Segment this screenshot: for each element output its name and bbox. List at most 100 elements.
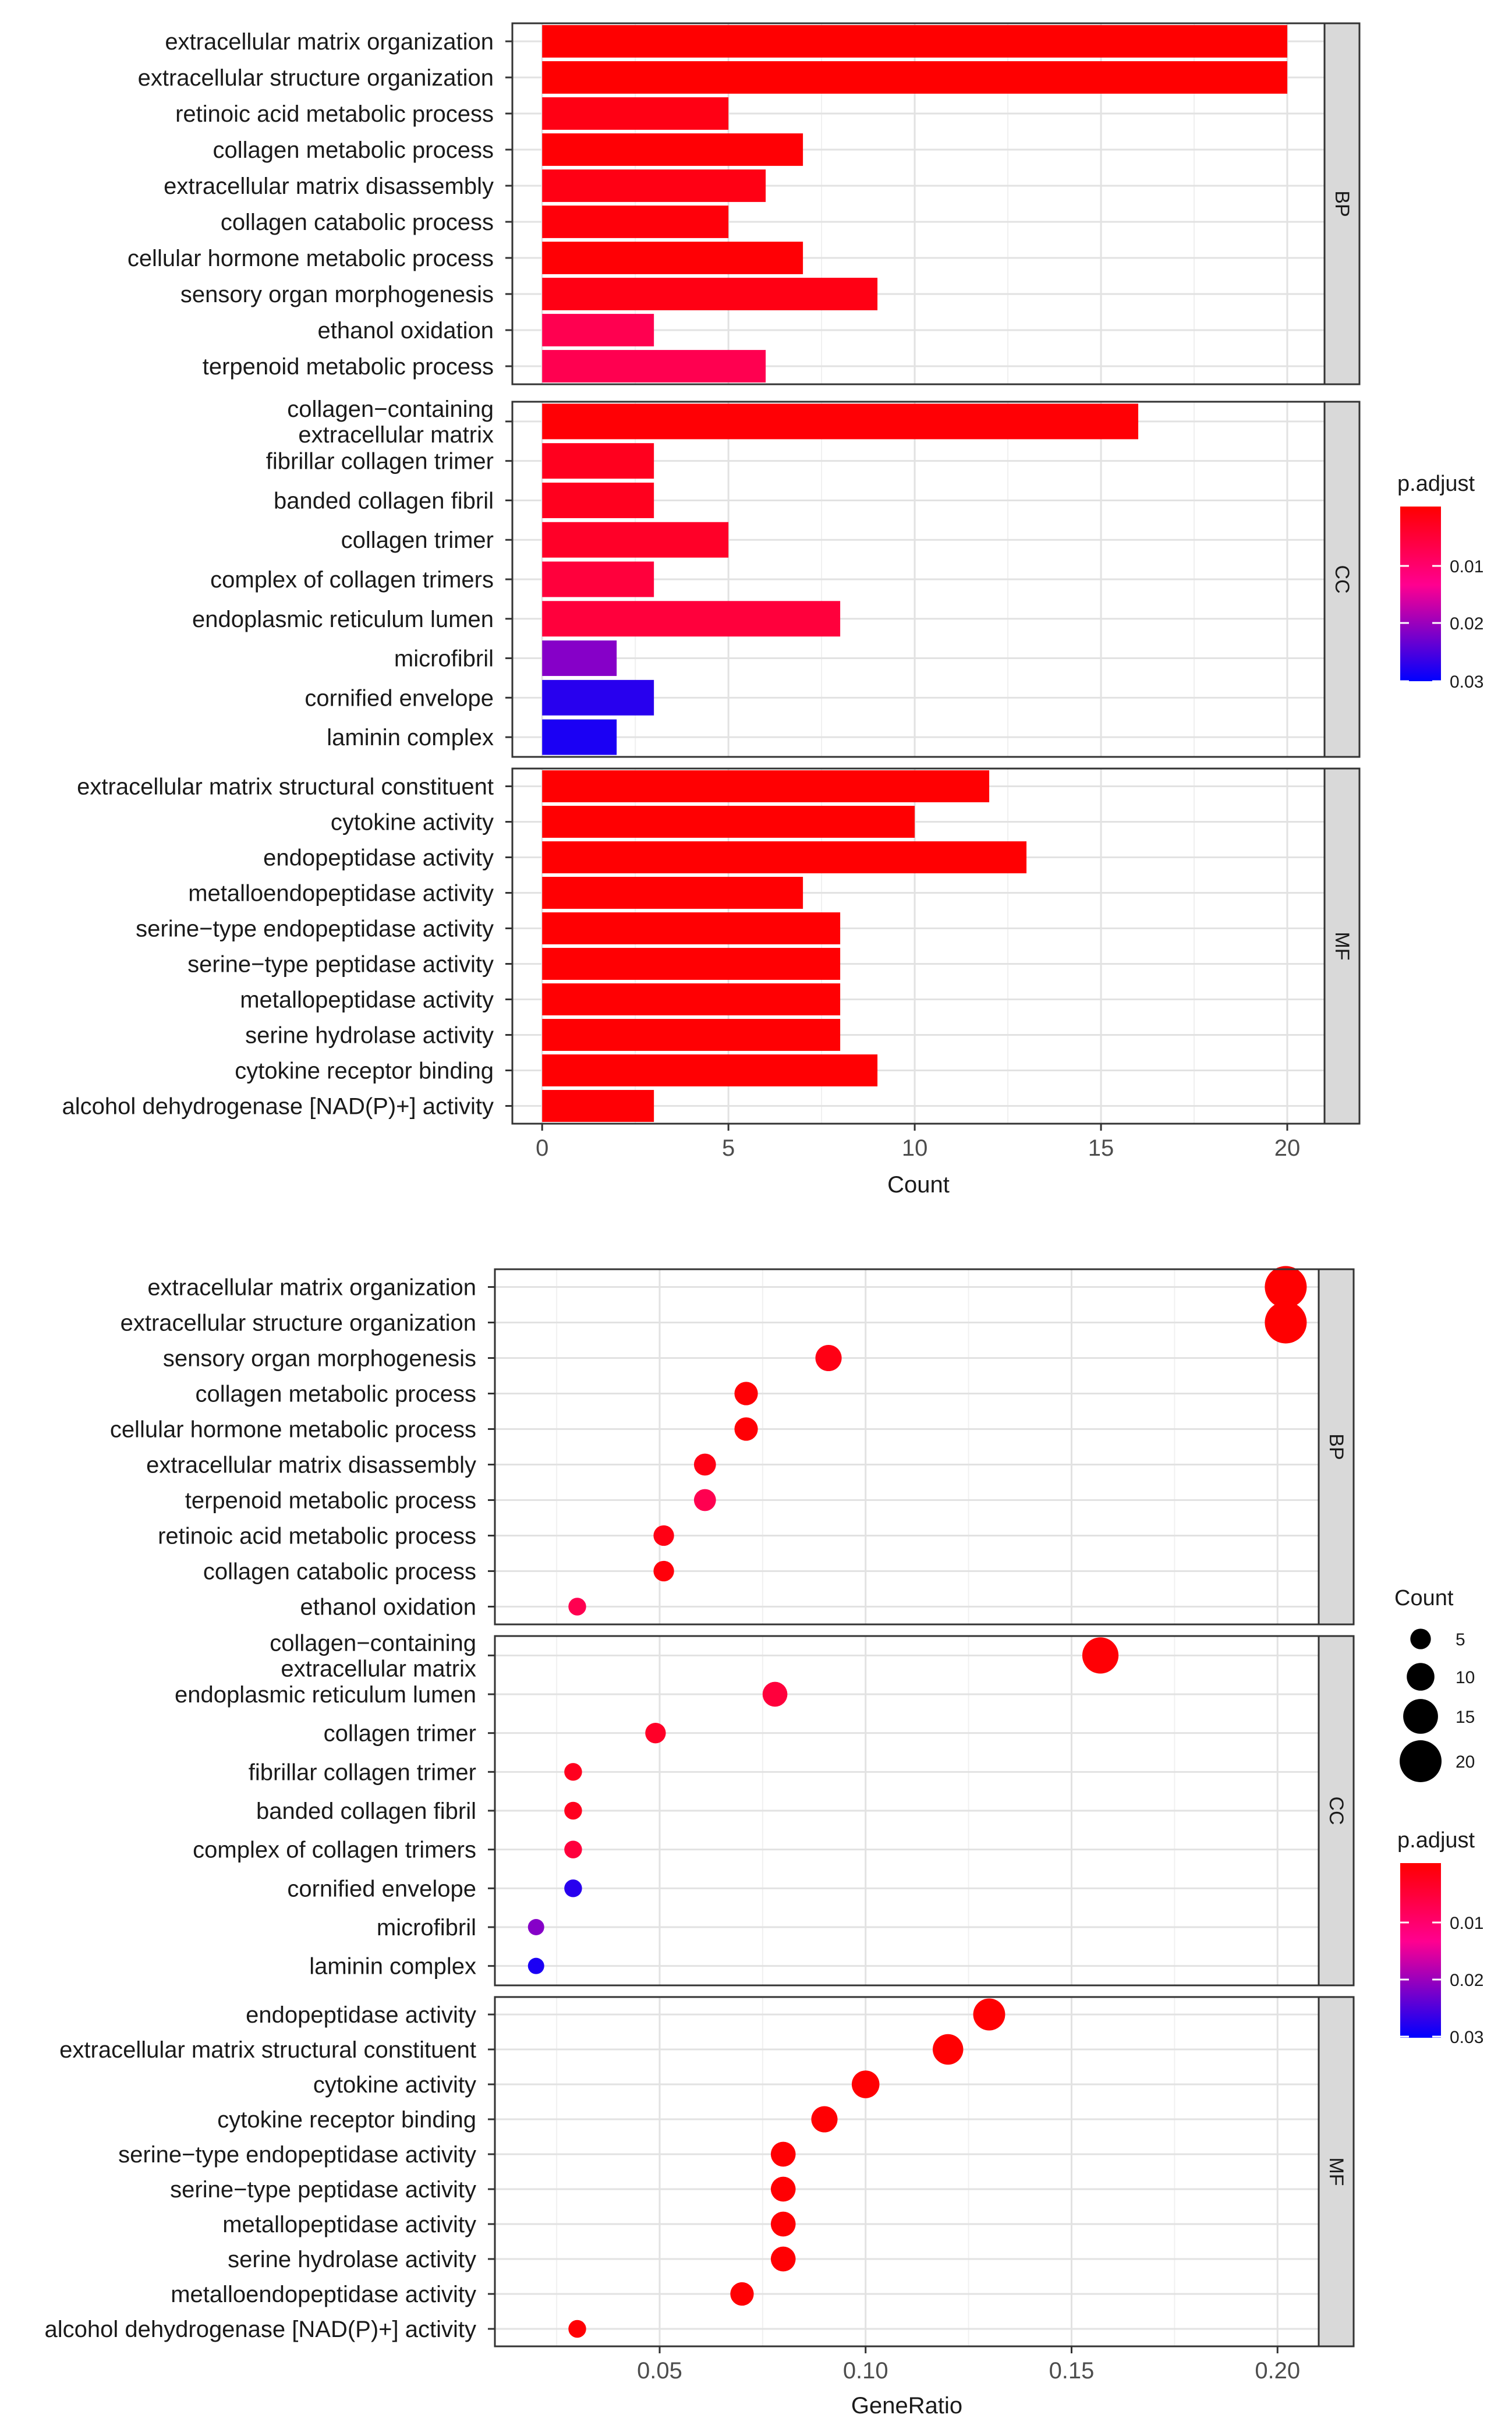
category-label: extracellular structure organization (138, 65, 494, 91)
facet-strip (1323, 22, 1361, 385)
category-label: cytokine receptor binding (217, 2107, 476, 2133)
dot-cytokine-activity (851, 2070, 880, 2098)
category-label: endoplasmic reticulum lumen (175, 1682, 476, 1708)
category-label: serine hydrolase activity (228, 2247, 476, 2272)
size-legend-label: 15 (1456, 1708, 1475, 1727)
category-label: fibrillar collagen trimer (266, 449, 494, 475)
facet-strip (1318, 1996, 1355, 2348)
category-label: cornified envelope (304, 685, 494, 711)
category-label: collagen catabolic process (221, 210, 494, 235)
facet-strip-label: BP (1331, 190, 1353, 217)
x-tick-label: 0.05 (637, 2358, 682, 2384)
category-label: cellular hormone metabolic process (128, 246, 494, 271)
facet-cc: collagen−containing extracellular matrixe… (175, 1630, 1355, 1987)
category-label: extracellular structure organization (121, 1311, 476, 1336)
bar-endopeptidase-activity (542, 841, 1027, 873)
category-label: cytokine receptor binding (235, 1058, 494, 1084)
x-axis-title: Count (887, 1172, 950, 1198)
bar-cytokine-activity (542, 806, 915, 838)
size-legend-dot (1407, 1663, 1435, 1691)
dot-collagen-containing-extracellular-matrix (1082, 1637, 1119, 1674)
dot-cytokine-receptor-binding (811, 2106, 838, 2133)
category-label: retinoic acid metabolic process (175, 101, 494, 127)
category-label: banded collagen fibril (256, 1798, 476, 1824)
bar-extracellular-structure-organization (542, 61, 1288, 94)
size-legend-dot (1410, 1628, 1431, 1649)
dot-laminin-complex (527, 1957, 544, 1974)
bar-terpenoid-metabolic-process (542, 350, 766, 383)
category-label: extracellular matrix organization (165, 29, 494, 55)
size-legend-title: Count (1394, 1586, 1454, 1610)
category-label: banded collagen fibril (274, 488, 494, 514)
dot-serine-hydrolase-activity (770, 2246, 796, 2272)
legend-tick-label: 0.02 (1450, 1971, 1483, 1990)
facet-strip-label: MF (1331, 932, 1353, 960)
dot-fibrillar-collagen-trimer (564, 1763, 582, 1781)
dot-endoplasmic-reticulum-lumen (762, 1681, 788, 1707)
dot-banded-collagen-fibril (564, 1801, 582, 1820)
category-label: extracellular matrix disassembly (146, 1453, 476, 1478)
category-label: extracellular matrix disassembly (164, 174, 494, 199)
bar-collagen-trimer (542, 522, 729, 558)
category-label: collagen−containing extracellular matrix (270, 1630, 476, 1681)
bar-extracellular-matrix-disassembly (542, 169, 766, 202)
legend-colorbar (1400, 507, 1441, 681)
x-tick-label: 0.15 (1049, 2358, 1095, 2384)
bar-cytokine-receptor-binding (542, 1054, 878, 1086)
bar-chart: extracellular matrix organization extrace… (62, 22, 1483, 1198)
bar-ethanol-oxidation (542, 314, 654, 346)
category-label: laminin complex (309, 1954, 476, 1980)
category-label: sensory organ morphogenesis (163, 1346, 476, 1372)
category-label: complex of collagen trimers (193, 1837, 476, 1863)
bar-extracellular-matrix-organization (542, 25, 1288, 58)
bar-laminin-complex (542, 719, 617, 755)
x-axis-title: GeneRatio (851, 2393, 962, 2419)
facet-strip (1323, 767, 1361, 1125)
dot-sensory-organ-morphogenesis (815, 1344, 842, 1372)
bar-cornified-envelope (542, 679, 654, 716)
bar-metalloendopeptidase-activity (542, 877, 803, 909)
facet-bp: extracellular matrix organization extrace… (110, 1266, 1355, 1626)
category-label: metallopeptidase activity (240, 987, 494, 1013)
category-label: serine hydrolase activity (245, 1023, 494, 1049)
category-label: serine−type peptidase activity (187, 952, 494, 978)
dot-retinoic-acid-metabolic-process (653, 1525, 674, 1546)
dot-metalloendopeptidase-activity (730, 2282, 754, 2306)
category-label: laminin complex (327, 725, 494, 750)
category-label: microfibril (394, 646, 494, 672)
facet-strip-label: CC (1331, 565, 1353, 593)
x-tick-label: 10 (902, 1135, 928, 1161)
category-label: cellular hormone metabolic process (110, 1417, 476, 1443)
x-tick-label: 0.10 (843, 2358, 888, 2384)
dot-metallopeptidase-activity (770, 2211, 796, 2237)
bar-serine-type-peptidase-activity (542, 948, 841, 980)
facet-cc: collagen−containing extracellular matrixf… (192, 396, 1361, 758)
category-label: collagen trimer (324, 1721, 476, 1747)
legend-tick-label: 0.01 (1450, 557, 1483, 576)
x-tick-label: 0 (536, 1135, 548, 1161)
dot-ethanol-oxidation (568, 1598, 586, 1616)
color-legend-colorbar (1400, 1863, 1441, 2038)
dot-extracellular-matrix-disassembly (693, 1453, 716, 1476)
category-label: collagen metabolic process (213, 137, 494, 163)
x-tick-label: 15 (1088, 1135, 1114, 1161)
panel-background (495, 1269, 1319, 1624)
facet-strip-label: MF (1325, 2157, 1347, 2186)
category-label: microfibril (377, 1915, 476, 1941)
color-legend-title: p.adjust (1397, 1828, 1475, 1853)
category-label: metalloendopeptidase activity (188, 881, 494, 907)
category-label: ethanol oxidation (318, 318, 494, 344)
bar-extracellular-matrix-structural-constituent (542, 770, 990, 802)
dot-cornified-envelope (564, 1879, 582, 1897)
facet-mf: endopeptidase activity extracellular matr… (45, 1996, 1355, 2348)
dot-alcohol-dehydrogenase-nad-p-activity (568, 2320, 586, 2338)
legend-tick-label: 0.03 (1450, 672, 1483, 692)
dot-extracellular-matrix-organization (1265, 1266, 1307, 1308)
x-tick-label: 20 (1274, 1135, 1301, 1161)
dot-collagen-metabolic-process (734, 1382, 758, 1405)
size-legend-label: 5 (1456, 1630, 1465, 1649)
category-label: endoplasmic reticulum lumen (192, 607, 494, 632)
category-label: collagen catabolic process (203, 1559, 476, 1585)
category-label: fibrillar collagen trimer (249, 1759, 476, 1785)
